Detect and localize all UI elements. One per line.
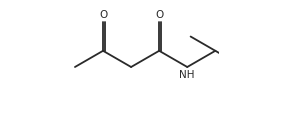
Text: O: O: [156, 10, 164, 21]
Text: O: O: [99, 10, 108, 21]
Text: NH: NH: [179, 70, 194, 80]
